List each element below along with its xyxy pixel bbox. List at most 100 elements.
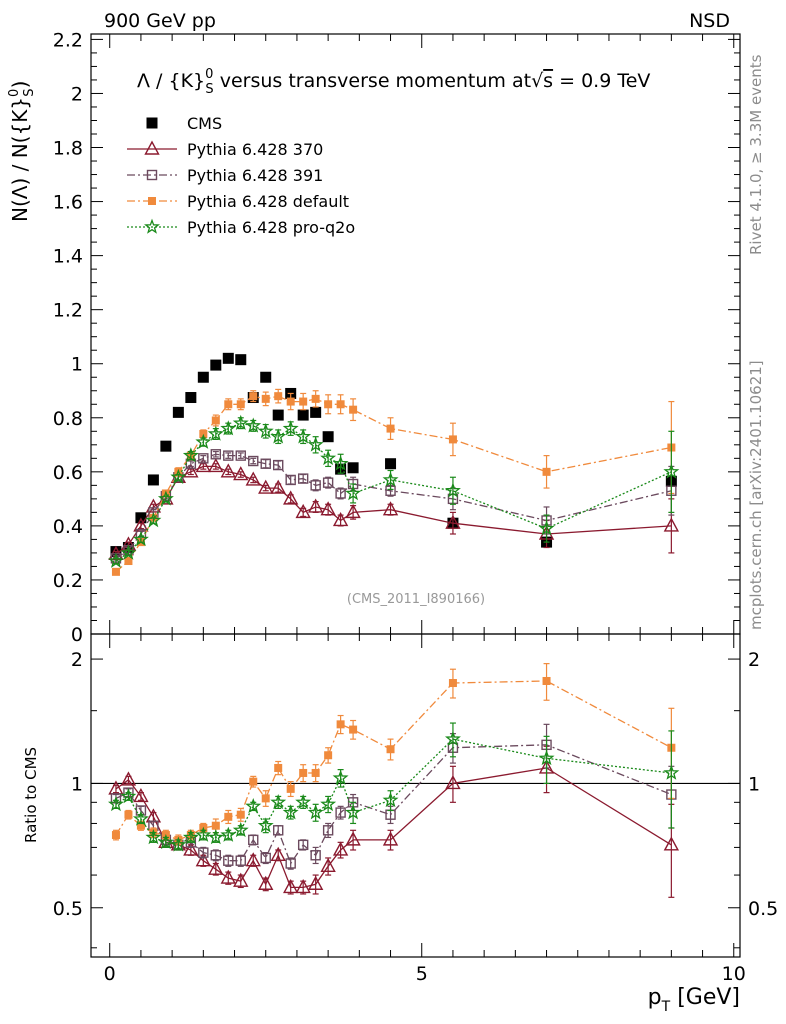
main-data-point: [208, 457, 224, 473]
main-data-point: [335, 488, 346, 499]
analysis-label: (CMS_2011_I890166): [347, 592, 485, 607]
main-data-point: [245, 471, 261, 486]
x-axis-label: pT [GeV]: [648, 985, 740, 1015]
ratio-data-point: [145, 829, 162, 845]
ratio-data-point: [445, 774, 461, 790]
main-data-point: [295, 503, 311, 519]
main-data-point: [248, 455, 259, 467]
ratio-y-axis-label: Ratio to CMS: [22, 747, 40, 843]
ratio-data-point: [260, 852, 271, 864]
legend-marker-p370: [144, 140, 160, 155]
ratio-data-point: [286, 784, 295, 793]
xlabel-p: p: [648, 985, 662, 1010]
ratio-data-point: [299, 768, 308, 777]
ratio-y-tick-label: 1: [71, 773, 83, 795]
main-data-point: [322, 431, 334, 443]
rivet-label: Rivet 4.1.0, ≥ 3.3M events: [747, 54, 765, 255]
ratio-data-point: [285, 858, 296, 869]
ratio-data-point: [332, 769, 349, 785]
main-data-point: [282, 420, 299, 436]
ylabel-main: N(Λ) / N({K}: [8, 97, 32, 222]
main-data-point: [270, 428, 287, 444]
legend-marker-p391: [146, 169, 158, 181]
ratio-y-tick-label-right: 2: [748, 649, 760, 671]
main-data-point: [220, 463, 236, 478]
main-data-point: [249, 392, 258, 401]
main-data-point: [195, 457, 212, 473]
main-data-point: [311, 394, 320, 403]
main-data-point: [147, 474, 159, 486]
ratio-data-point: [245, 852, 261, 867]
ratio-data-point: [307, 875, 324, 890]
ratio-data-point: [542, 676, 551, 685]
ratio-data-point: [382, 831, 399, 846]
ratio-data-point: [220, 826, 237, 842]
main-data-point: [663, 463, 680, 479]
ratio-data-point: [386, 745, 395, 754]
title-sqrt: √: [531, 70, 544, 92]
main-data-point: [207, 425, 224, 441]
ratio-data-point: [207, 829, 224, 845]
ratio-data-point: [157, 833, 174, 850]
main-data-point: [444, 482, 461, 498]
main-series-line: [115, 422, 672, 562]
main-data-point: [197, 371, 209, 383]
ratio-y-tick-label: 2: [71, 649, 83, 671]
x-tick-label: 0: [104, 963, 116, 985]
ratio-data-point: [258, 875, 274, 890]
main-data-point: [345, 503, 361, 519]
ratio-data-point: [133, 787, 149, 803]
main-series-pq2o: [107, 414, 680, 568]
title-s: s: [543, 70, 553, 92]
ratio-data-point: [320, 795, 337, 812]
main-series-line: [115, 453, 672, 559]
main-data-point: [183, 463, 199, 478]
main-data-point: [235, 450, 246, 461]
main-data-point: [386, 424, 395, 433]
xlabel-sub: T: [661, 999, 671, 1015]
ratio-data-point: [224, 812, 233, 821]
ratio-data-point: [236, 810, 245, 819]
main-data-point: [542, 467, 551, 476]
ratio-data-point: [322, 825, 334, 836]
main-data-point: [663, 517, 680, 532]
mcplots-label: mcplots.cern.ch [arXiv:2401.10621]: [747, 360, 765, 630]
main-data-point: [261, 394, 270, 403]
ratio-data-point: [382, 791, 399, 808]
ratio-data-point: [235, 855, 246, 866]
main-data-point: [222, 352, 234, 364]
ratio-data-point: [120, 788, 137, 804]
main-data-point: [210, 449, 222, 460]
ratio-data-point: [210, 850, 222, 861]
main-data-point: [157, 490, 174, 506]
main-data-point: [210, 359, 222, 371]
main-data-point: [195, 433, 212, 449]
y-tick-label: 0.6: [53, 462, 83, 484]
main-data-point: [124, 557, 133, 566]
main-axes: 0 0.2 0.4 0.6 0.8 1 1.2 1.4 1.6 1.8 2 2.2: [53, 29, 740, 646]
xlabel-unit: [GeV]: [670, 985, 740, 1010]
y-tick-label: 0.4: [53, 516, 83, 538]
y-tick-label: 0.8: [53, 408, 83, 430]
x-tick-label: 10: [722, 963, 746, 985]
ratio-y-tick-label-right: 1: [748, 773, 760, 795]
ratio-data-point: [183, 841, 199, 856]
ratio-data-point: [270, 846, 286, 861]
ratio-data-point: [195, 826, 212, 842]
ratio-data-point: [223, 855, 234, 866]
plot-title: Λ / {K}0 S versus transverse momentum at√…: [137, 67, 650, 97]
ratio-data-point: [444, 730, 461, 746]
ratio-axes: 0.5 0.5 1 1 2 2 0 5 10: [53, 634, 778, 985]
main-data-point: [272, 409, 284, 421]
main-data-point: [260, 371, 272, 383]
y-tick-label: 1.6: [53, 192, 83, 214]
main-data-point: [273, 459, 284, 471]
main-data-point: [445, 514, 461, 529]
main-data-point: [223, 450, 234, 461]
legend-marker-cms: [146, 117, 158, 129]
ratio-data-point: [311, 768, 320, 777]
ratio-data-point: [170, 836, 187, 852]
ratio-data-point: [273, 825, 284, 836]
main-data-point: [385, 458, 397, 470]
ratio-data-point: [345, 831, 361, 846]
